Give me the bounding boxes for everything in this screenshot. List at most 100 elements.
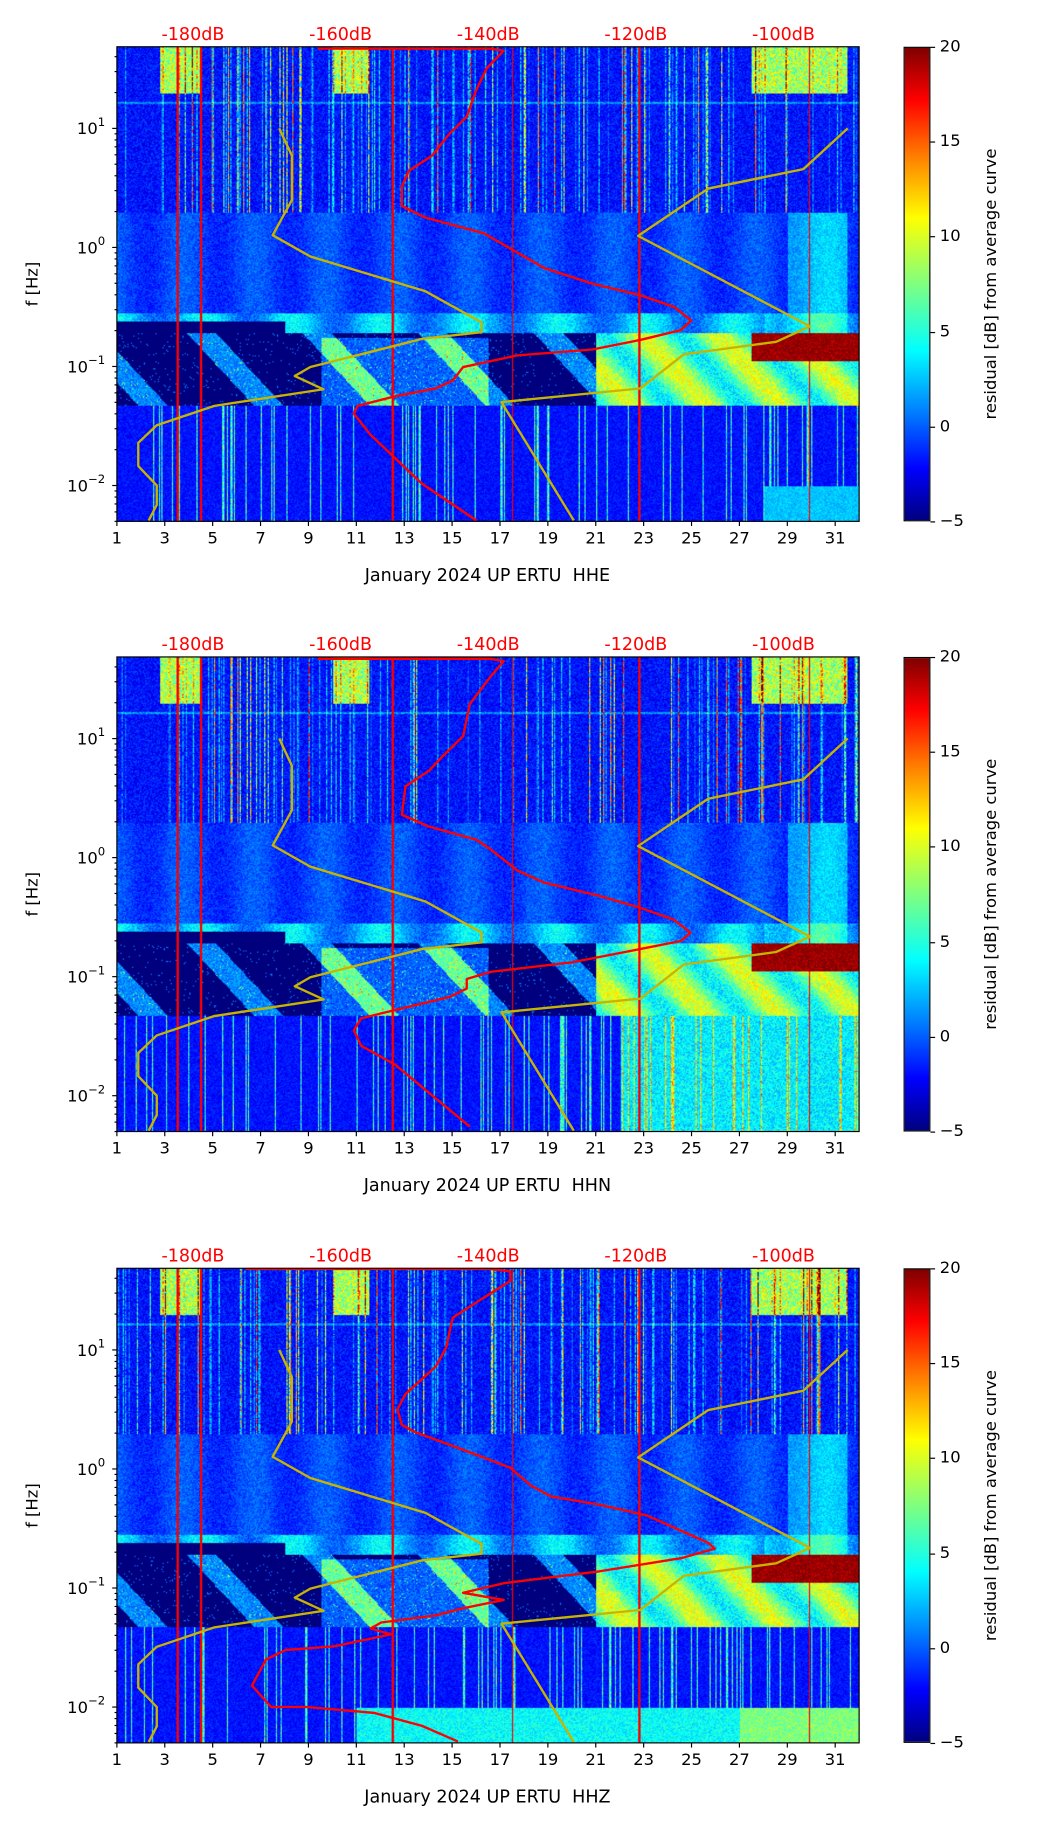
nhnm-curve: [500, 127, 849, 522]
colorbar-tick: [930, 1036, 936, 1038]
x-tick-label: 1: [112, 1750, 122, 1769]
x-tick-label: 11: [346, 1750, 367, 1769]
x-tick-label: 23: [633, 1139, 654, 1158]
spectrogram-heatmap: [116, 656, 860, 1132]
spectrogram-heatmap: [116, 1268, 860, 1743]
colorbar-tick: [930, 141, 936, 143]
db-scale-label: -160dB: [309, 1246, 372, 1266]
db-scale-label: -120dB: [604, 635, 667, 655]
y-tick-label: 101: [77, 1337, 105, 1360]
axes-overlay: 1 3 5 7 9 11 13 15 17 19 21 23 25 27 29 3110110010−110−…: [67, 635, 860, 1158]
x-tick-label: 15: [442, 1750, 463, 1769]
x-tick-label: 1: [112, 529, 122, 548]
y-tick-exponent: 0: [98, 844, 105, 858]
db-scale-label: -180dB: [161, 25, 224, 45]
x-tick-label: 31: [825, 529, 846, 548]
axes-overlay: 1 3 5 7 9 11 13 15 17 19 21 23 25 27 29 3110110010−110−…: [67, 1246, 860, 1769]
x-tick-label: 27: [729, 529, 750, 548]
mean-psd-curve: [245, 1267, 716, 1743]
x-tick-label: 23: [633, 529, 654, 548]
x-tick-label: 1: [112, 1139, 122, 1158]
colorbar-tick: [930, 426, 936, 428]
colorbar-tick: [930, 846, 936, 848]
spectrogram-plot: 1 3 5 7 9 11 13 15 17 19 21 23 25 27 29 31 101 100 10−1 10−…: [67, 25, 860, 548]
x-tick-label: 27: [729, 1139, 750, 1158]
nlnm-curve: [137, 1349, 483, 1743]
y-tick-label: 10−1: [67, 1575, 105, 1598]
x-tick-label: 25: [681, 1139, 702, 1158]
y-tick-label: 100: [77, 1456, 105, 1479]
colorbar-tick: [930, 331, 936, 333]
x-tick-label: 19: [537, 529, 558, 548]
x-tick-label: 25: [681, 1750, 702, 1769]
colorbar-tick: [930, 1131, 936, 1133]
colorbar-tick-label: 0: [939, 1638, 951, 1658]
colorbar-tick: [930, 1458, 936, 1460]
colorbar-tick-label: 10: [939, 837, 961, 857]
x-tick-label: 31: [825, 1750, 846, 1769]
y-tick-label: 10−1: [67, 963, 105, 986]
colorbar: [903, 46, 931, 522]
y-tick-exponent: 1: [98, 115, 105, 129]
x-tick-label: 31: [825, 1139, 846, 1158]
spectrogram-heatmap: [116, 46, 860, 522]
x-tick-label: 3: [160, 529, 170, 548]
x-axis-label: January 2024 UP ERTU HHZ: [364, 1786, 611, 1808]
nlnm-curve: [137, 127, 483, 522]
x-axis-label: January 2024 UP ERTU HHE: [364, 564, 611, 586]
y-axis-label: f [Hz]: [23, 871, 43, 917]
x-tick-label: 13: [394, 1139, 415, 1158]
colorbar-tick-label: 10: [939, 1448, 961, 1468]
x-tick-label: 17: [490, 1139, 511, 1158]
x-tick-label: 13: [394, 529, 415, 548]
colorbar-tick-label: −5: [939, 1733, 964, 1753]
mean-psd-curve: [317, 47, 693, 522]
x-tick-label: 29: [777, 529, 798, 548]
colorbar-tick-label: 20: [939, 1258, 961, 1278]
colorbar-tick: [930, 1553, 936, 1555]
y-tick-label: 10−2: [67, 1082, 105, 1105]
colorbar-tick-label: 5: [939, 932, 951, 952]
y-tick-label: 101: [77, 725, 105, 748]
colorbar-label: residual [dB] from average curve: [981, 758, 1001, 1030]
colorbar-tick-label: 15: [939, 742, 961, 762]
db-scale-label: -120dB: [604, 25, 667, 45]
x-tick-label: 15: [442, 529, 463, 548]
colorbar-tick-label: 20: [939, 37, 961, 57]
plot-frame: [116, 656, 860, 1133]
x-tick-label: 9: [303, 529, 313, 548]
plot-frame: [116, 46, 860, 522]
db-scale-label: -140dB: [457, 1246, 520, 1266]
colorbar-tick-label: 15: [939, 1353, 961, 1373]
mean-psd-curve: [317, 657, 692, 1128]
y-axis-label: f [Hz]: [23, 1483, 43, 1528]
x-tick-label: 19: [537, 1139, 558, 1158]
colorbar-tick-label: 0: [939, 1027, 951, 1046]
colorbar-label: residual [dB] from average curve: [981, 1370, 1001, 1642]
colorbar-tick-label: −5: [939, 511, 964, 531]
colorbar-tick-label: 5: [939, 1543, 951, 1563]
y-tick-exponent: −1: [88, 1575, 105, 1589]
colorbar-tick-label: 20: [939, 647, 961, 667]
x-tick-label: 5: [207, 1139, 217, 1158]
colorbar-tick: [930, 236, 936, 238]
x-tick-label: 7: [255, 1139, 265, 1158]
colorbar-tick: [930, 941, 936, 943]
db-scale-label: -180dB: [161, 635, 224, 655]
x-tick-label: 7: [255, 1750, 265, 1769]
y-tick-label: 10−1: [67, 353, 105, 376]
y-tick-exponent: 1: [98, 725, 105, 739]
axes-overlay: 1 3 5 7 9 11 13 15 17 19 21 23 25 27 29 3110110010−110−…: [67, 25, 860, 548]
plot-frame: [116, 1267, 860, 1744]
x-tick-label: 27: [729, 1750, 750, 1769]
colorbar-tick: [930, 656, 936, 659]
db-scale-label: -160dB: [309, 25, 372, 45]
x-tick-label: 11: [346, 529, 367, 548]
colorbar-tick-label: 15: [939, 132, 961, 152]
colorbar: [903, 656, 931, 1132]
db-scale-label: -140dB: [457, 635, 520, 655]
db-scale-label: -140dB: [457, 25, 520, 45]
x-tick-label: 21: [585, 1139, 606, 1158]
db-scale-label: -120dB: [604, 1246, 667, 1266]
